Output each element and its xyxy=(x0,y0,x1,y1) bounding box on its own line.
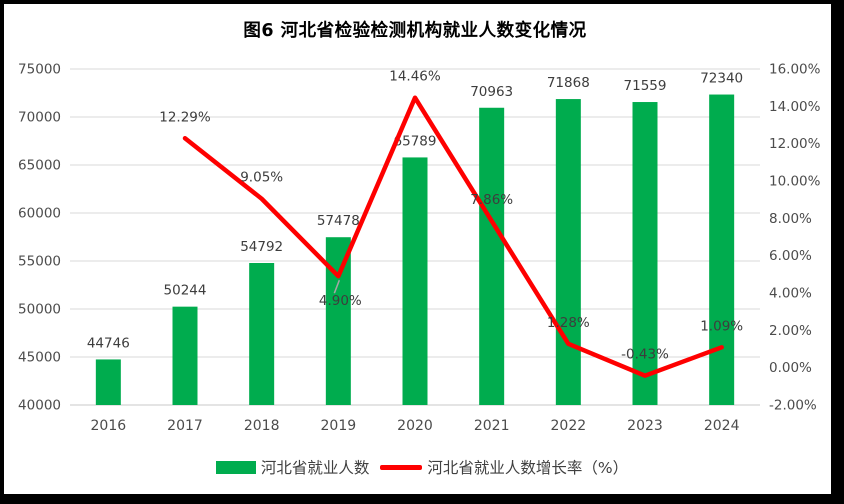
right-axis-tick-label: 2.00% xyxy=(769,323,812,339)
x-axis-tick-label: 2019 xyxy=(321,418,357,434)
legend-line-label: 河北省就业人数增长率（%） xyxy=(427,459,629,477)
left-axis-tick-label: 55000 xyxy=(18,254,61,270)
employment-bar xyxy=(325,237,351,405)
x-axis-tick-label: 2024 xyxy=(704,418,740,434)
bar-value-label: 70963 xyxy=(470,84,513,100)
x-axis-tick-label: 2016 xyxy=(91,418,127,434)
x-axis-tick-label: 2020 xyxy=(397,418,433,434)
employment-bar xyxy=(479,107,505,406)
left-axis-tick-label: 40000 xyxy=(18,398,61,414)
employment-bar xyxy=(632,102,658,405)
right-axis-tick-label: 10.00% xyxy=(769,174,821,190)
left-axis-tick-label: 75000 xyxy=(18,62,61,78)
bar-value-label: 54792 xyxy=(240,239,283,255)
x-axis-tick-label: 2017 xyxy=(167,418,203,434)
line-value-label: 12.29% xyxy=(159,109,211,125)
employment-bar xyxy=(555,99,581,405)
right-axis-tick-label: 6.00% xyxy=(769,248,812,264)
employment-bar xyxy=(172,306,198,405)
line-value-label: 1.09% xyxy=(700,318,743,334)
bar-value-label: 65789 xyxy=(394,133,437,149)
employment-bar xyxy=(249,262,275,405)
right-axis-tick-label: 16.00% xyxy=(769,62,821,78)
right-axis-tick-label: -2.00% xyxy=(769,398,817,414)
x-axis-tick-label: 2022 xyxy=(551,418,587,434)
right-axis-tick-label: 12.00% xyxy=(769,136,821,152)
x-axis-tick-label: 2023 xyxy=(627,418,663,434)
line-value-label: 14.46% xyxy=(389,69,441,85)
left-axis-tick-label: 45000 xyxy=(18,350,61,366)
left-axis-tick-label: 50000 xyxy=(18,302,61,318)
line-value-label: 9.05% xyxy=(240,170,283,186)
label-leader-line xyxy=(333,279,341,294)
line-value-label: 4.90% xyxy=(319,293,362,309)
right-axis-tick-label: 8.00% xyxy=(769,211,812,227)
bar-value-label: 57478 xyxy=(317,213,360,229)
x-axis-tick-label: 2018 xyxy=(244,418,280,434)
left-axis-tick-label: 60000 xyxy=(18,206,61,222)
left-axis-tick-label: 65000 xyxy=(18,158,61,174)
employment-bar xyxy=(709,94,735,405)
legend-bar-label: 河北省就业人数 xyxy=(260,459,370,477)
growth-rate-line xyxy=(182,95,724,378)
legend-line-swatch-icon xyxy=(380,464,423,470)
bar-value-label: 72340 xyxy=(700,71,743,87)
right-axis-tick-label: 0.00% xyxy=(769,360,812,376)
bar-value-label: 71559 xyxy=(624,78,667,94)
bar-value-label: 71868 xyxy=(547,75,590,91)
legend-bar-swatch-icon xyxy=(215,460,256,474)
chart-legend: 河北省就业人数 河北省就业人数增长率（%） xyxy=(0,454,844,480)
right-axis-tick-label: 14.00% xyxy=(769,99,821,115)
line-value-label: 7.86% xyxy=(470,192,513,208)
bar-value-label: 50244 xyxy=(164,283,207,299)
employment-bar xyxy=(402,157,428,405)
line-value-label: -0.43% xyxy=(621,347,669,363)
employment-bar xyxy=(95,359,121,405)
chart-title: 图6 河北省检验检测机构就业人数变化情况 xyxy=(243,21,587,41)
left-axis-tick-label: 70000 xyxy=(18,110,61,126)
right-axis-tick-label: 4.00% xyxy=(769,286,812,302)
line-value-label: 1.28% xyxy=(547,315,590,331)
x-axis-tick-label: 2021 xyxy=(474,418,510,434)
bar-value-label: 44746 xyxy=(87,335,130,351)
